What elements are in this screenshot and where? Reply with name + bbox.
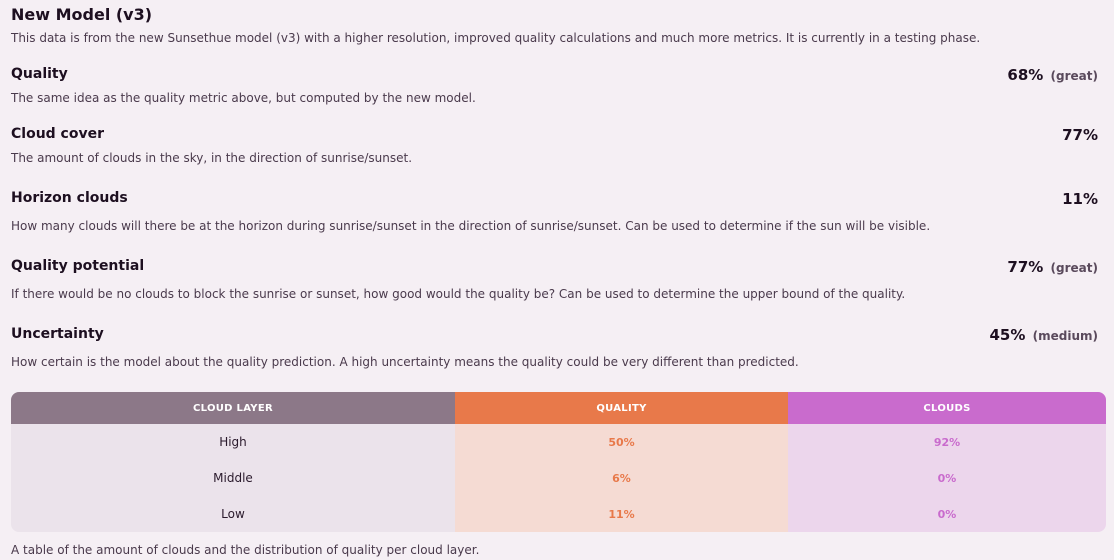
table-cell-clouds-low: 0% <box>937 507 957 521</box>
metric-cloud-cover-value: 77% <box>1062 126 1098 144</box>
metric-uncertainty-title: Uncertainty <box>11 326 104 342</box>
section-description: This data is from the new Sunsethue mode… <box>11 31 981 45</box>
metric-cloud-cover-title: Cloud cover <box>11 126 104 142</box>
metric-quality-percent: 68% <box>1007 66 1044 84</box>
table-cell-quality-low: 11% <box>608 507 635 521</box>
metric-quality-potential-value: 77% (great) <box>1007 258 1098 276</box>
metric-horizon-clouds-value: 11% <box>1062 190 1098 208</box>
metric-quality-title: Quality <box>11 66 68 82</box>
metric-uncertainty-qualifier: (medium) <box>1032 329 1098 343</box>
metric-quality-description: The same idea as the quality metric abov… <box>11 91 476 105</box>
quality-column: QUALITY 50% 6% 11% <box>455 392 788 532</box>
table-header-quality: QUALITY <box>455 392 788 424</box>
metric-quality-potential-title: Quality potential <box>11 258 145 274</box>
metric-horizon-clouds-percent: 11% <box>1062 190 1098 208</box>
metric-cloud-cover-description: The amount of clouds in the sky, in the … <box>11 151 413 165</box>
cloud-layer-column: CLOUD LAYER High Middle Low <box>11 392 455 532</box>
table-cell-layer-high: High <box>219 435 247 449</box>
metric-quality-qualifier: (great) <box>1050 69 1098 83</box>
metric-uncertainty-value: 45% (medium) <box>989 326 1098 344</box>
table-cell-layer-low: Low <box>221 507 245 521</box>
metric-quality-potential-description: If there would be no clouds to block the… <box>11 287 906 301</box>
table-cell-quality-high: 50% <box>608 435 635 449</box>
section-title: New Model (v3) <box>11 5 153 24</box>
table-header-cloud-layer: CLOUD LAYER <box>11 392 455 424</box>
table-cell-clouds-middle: 0% <box>937 471 957 485</box>
clouds-column: CLOUDS 92% 0% 0% <box>788 392 1106 532</box>
metric-quality-potential-qualifier: (great) <box>1050 261 1098 275</box>
metric-uncertainty-percent: 45% <box>989 326 1026 344</box>
table-header-clouds: CLOUDS <box>788 392 1106 424</box>
table-cell-quality-middle: 6% <box>612 471 631 485</box>
metric-cloud-cover-percent: 77% <box>1062 126 1098 144</box>
metric-quality-value: 68% (great) <box>1007 66 1098 84</box>
metric-quality-potential-percent: 77% <box>1007 258 1044 276</box>
metric-uncertainty-description: How certain is the model about the quali… <box>11 355 799 369</box>
table-caption: A table of the amount of clouds and the … <box>11 543 480 557</box>
table-cell-layer-middle: Middle <box>213 471 253 485</box>
table-cell-clouds-high: 92% <box>933 435 961 449</box>
metric-horizon-clouds-description: How many clouds will there be at the hor… <box>11 219 931 233</box>
cloud-layer-table: CLOUD LAYER High Middle Low QUALITY 50% … <box>11 392 1106 532</box>
metric-horizon-clouds-title: Horizon clouds <box>11 190 128 206</box>
